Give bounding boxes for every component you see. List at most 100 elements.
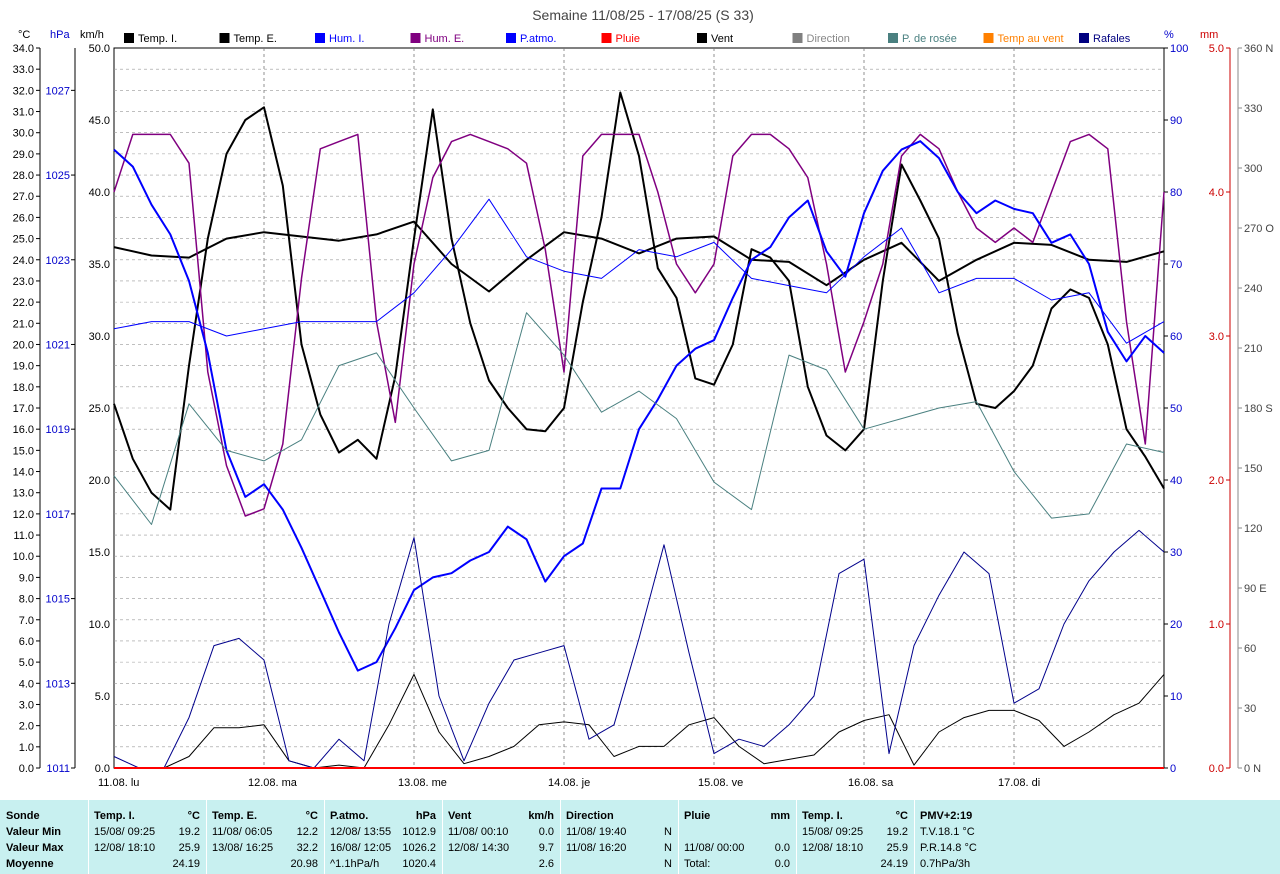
legend-swatch [792, 33, 803, 43]
humidity-tick-label: 30 [1170, 547, 1182, 559]
summary-panel: Sonde Valeur Min Valeur Max Moyenne Temp… [0, 800, 1280, 874]
temp-tick-label: 4.0 [19, 678, 34, 690]
summary-col-labels: Sonde Valeur Min Valeur Max Moyenne [0, 800, 89, 874]
temp-tick-label: 20.0 [13, 339, 34, 351]
humidity-tick-label: 20 [1170, 619, 1182, 631]
legend-label: Vent [711, 33, 733, 45]
weather-chart: Semaine 11/08/25 - 17/08/25 (S 33) Temp.… [13, 7, 1275, 789]
humidity-tick-label: 40 [1170, 475, 1182, 487]
temp-tick-label: 23.0 [13, 276, 34, 288]
legend-swatch [888, 33, 898, 43]
min-date: 11/08/ 06:05 [212, 826, 273, 838]
min-value: 0.0 [538, 826, 554, 838]
summary-col-temp-int-2: Temp. I. °C 15/08/ 09:25 19.2 12/08/ 18:10… [796, 800, 915, 874]
temp-unit-label: °C [18, 29, 30, 41]
temp-tick-label: 10.0 [13, 551, 34, 563]
temp-tick-label: 6.0 [19, 636, 34, 648]
temp-tick-label: 22.0 [13, 297, 34, 309]
legend-label: Temp. E. [234, 33, 277, 45]
summary-heading: Sonde [6, 810, 40, 822]
min-date: 15/08/ 09:25 [94, 826, 156, 838]
humidity-tick-label: 60 [1170, 331, 1182, 343]
humidity-tick-label: 100 [1170, 43, 1188, 55]
x-tick-label: 13.08. me [398, 777, 447, 789]
rain-tick-label: 2.0 [1209, 475, 1224, 487]
summary-col-direction: Direction 11/08/ 19:40 N 11/08/ 16:20 N N [560, 800, 679, 874]
min-value: 19.2 [886, 826, 908, 838]
temp-tick-label: 16.0 [13, 424, 34, 436]
max-date: 12/08/ 14:30 [448, 842, 510, 854]
col-title: Temp. I. [94, 810, 135, 822]
direction-tick-label: 270 O [1244, 223, 1274, 235]
min-value: 19.2 [178, 826, 200, 838]
series-line-temp-i- [113, 220, 1165, 293]
pressure-tick-label: 1025 [46, 170, 70, 182]
series-line-rafales [113, 529, 1165, 769]
col-title: P.atmo. [330, 810, 369, 822]
summary-col-temp-ext: Temp. E. °C 11/08/ 06:05 12.2 13/08/ 16:25… [206, 800, 325, 874]
summary-col-temp-int: Temp. I. °C 15/08/ 09:25 19.2 12/08/ 18:10… [88, 800, 207, 874]
legend-label: Direction [807, 33, 850, 45]
wind-tick-label: 25.0 [89, 403, 110, 415]
direction-tick-label: 120 [1244, 523, 1262, 535]
legend-swatch [983, 33, 994, 43]
pressure-tick-label: 1013 [46, 678, 70, 690]
wind-tick-label: 50.0 [89, 43, 110, 55]
legend-label: Hum. E. [425, 33, 465, 45]
pressure-tick-label: 1011 [46, 763, 70, 775]
pressure-unit-label: hPa [50, 29, 70, 41]
col-unit: mm [770, 810, 790, 822]
avg-value: 20.98 [290, 858, 318, 870]
humidity-tick-label: 0 [1170, 763, 1176, 775]
wind-tick-label: 35.0 [89, 259, 110, 271]
temp-tick-label: 26.0 [13, 212, 34, 224]
temp-tick-label: 32.0 [13, 85, 34, 97]
temp-tick-label: 1.0 [19, 742, 34, 754]
legend-swatch [219, 33, 230, 43]
avg-value: 1020.4 [402, 858, 436, 870]
humidity-tick-label: 10 [1170, 691, 1182, 703]
direction-tick-label: 150 [1244, 463, 1262, 475]
avg-value: 24.19 [172, 858, 200, 870]
avg-value: N [664, 858, 672, 870]
total-value: 0.0 [774, 858, 790, 870]
wind-tick-label: 0.0 [95, 763, 110, 775]
summary-col-pressure: P.atmo. hPa 12/08/ 13:55 1012.9 16/08/ 12:… [324, 800, 443, 874]
col-unit: °C [305, 810, 318, 822]
x-tick-label: 17.08. di [998, 777, 1040, 789]
trend-label: ^1.1hPa/h [330, 858, 380, 870]
temp-tick-label: 24.0 [13, 255, 34, 267]
humidity-tick-label: 50 [1170, 403, 1182, 415]
min-date: 15/08/ 09:25 [802, 826, 864, 838]
temp-tick-label: 28.0 [13, 170, 34, 182]
wind-tick-label: 20.0 [89, 475, 110, 487]
x-tick-label: 12.08. ma [248, 777, 298, 789]
avg-value: 24.19 [880, 858, 908, 870]
wind-unit-label: km/h [80, 29, 104, 41]
pressure-tick-label: 1015 [46, 594, 70, 606]
temp-tick-label: 15.0 [13, 445, 34, 457]
max-value: 9.7 [538, 842, 554, 854]
rain-unit-label: mm [1200, 29, 1218, 41]
rain-tick-label: 0.0 [1209, 763, 1224, 775]
series-line-p-atmo- [113, 140, 1165, 672]
legend-label: Hum. I. [329, 33, 364, 45]
humidity-tick-label: 90 [1170, 115, 1182, 127]
temp-tick-label: 34.0 [13, 43, 34, 55]
series-line-hum-e- [113, 133, 1165, 517]
summary-col-rain: Pluie mm 11/08/ 00:00 0.0 Total: 0.0 [678, 800, 797, 874]
col-title: Direction [566, 810, 614, 822]
x-tick-label: 16.08. sa [848, 777, 894, 789]
direction-tick-label: 300 [1244, 163, 1262, 175]
series-line-p-de-ros-e [113, 312, 1165, 525]
summary-col-wind: Vent km/h 11/08/ 00:10 0.0 12/08/ 14:30 9.7… [442, 800, 561, 874]
col-title: Temp. I. [802, 810, 843, 822]
legend-label: Pluie [616, 33, 640, 45]
row-label-avg: Moyenne [6, 858, 54, 870]
temp-tick-label: 18.0 [13, 382, 34, 394]
wind-tick-label: 10.0 [89, 619, 110, 631]
max-value: 25.9 [178, 842, 200, 854]
col-title: Vent [448, 810, 472, 822]
row-label-min: Valeur Min [6, 826, 62, 838]
wind-chill-value: T.V.18.1 °C [920, 826, 975, 838]
